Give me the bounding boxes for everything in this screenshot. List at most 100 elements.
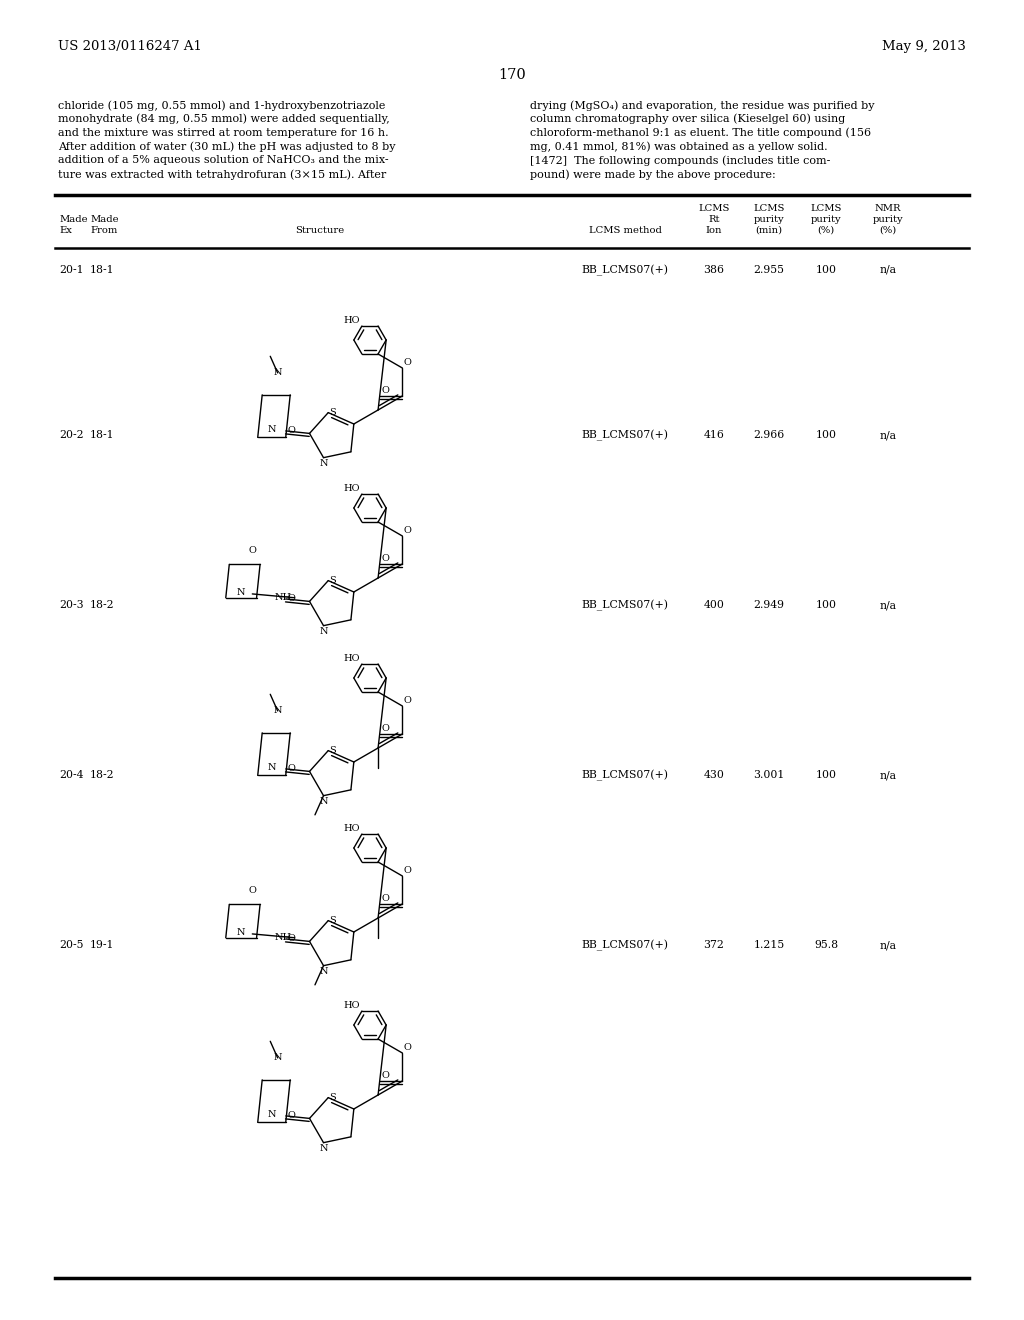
Text: N: N: [237, 589, 246, 597]
Text: N: N: [319, 797, 328, 805]
Text: HO: HO: [343, 653, 359, 663]
Text: US 2013/0116247 A1: US 2013/0116247 A1: [58, 40, 202, 53]
Text: N: N: [267, 425, 276, 434]
Text: Ex: Ex: [59, 226, 72, 235]
Text: 430: 430: [703, 770, 724, 780]
Text: N: N: [273, 706, 282, 715]
Text: N: N: [319, 627, 328, 636]
Text: BB_LCMS07(+): BB_LCMS07(+): [582, 430, 669, 441]
Text: O: O: [249, 546, 256, 556]
Text: May 9, 2013: May 9, 2013: [882, 40, 966, 53]
Text: LCMS: LCMS: [754, 205, 784, 213]
Text: 386: 386: [703, 265, 725, 275]
Text: O: O: [403, 525, 412, 535]
Text: N: N: [273, 368, 282, 378]
Text: N: N: [319, 458, 328, 467]
Text: BB_LCMS07(+): BB_LCMS07(+): [582, 601, 669, 611]
Text: 100: 100: [815, 265, 837, 275]
Text: n/a: n/a: [880, 770, 896, 780]
Text: 20-2: 20-2: [59, 430, 84, 440]
Text: LCMS: LCMS: [810, 205, 842, 213]
Text: After addition of water (30 mL) the pH was adjusted to 8 by: After addition of water (30 mL) the pH w…: [58, 141, 395, 152]
Text: O: O: [382, 1071, 390, 1080]
Text: BB_LCMS07(+): BB_LCMS07(+): [582, 940, 669, 952]
Text: 416: 416: [703, 430, 724, 440]
Text: (%): (%): [880, 226, 897, 235]
Text: S: S: [330, 408, 336, 417]
Text: S: S: [330, 576, 336, 585]
Text: HO: HO: [343, 1001, 359, 1010]
Text: Rt: Rt: [709, 215, 720, 224]
Text: n/a: n/a: [880, 430, 896, 440]
Text: O: O: [288, 935, 296, 944]
Text: 372: 372: [703, 940, 724, 950]
Text: monohydrate (84 mg, 0.55 mmol) were added sequentially,: monohydrate (84 mg, 0.55 mmol) were adde…: [58, 114, 390, 124]
Text: chloroform-methanol 9:1 as eluent. The title compound (156: chloroform-methanol 9:1 as eluent. The t…: [530, 128, 871, 139]
Text: S: S: [330, 746, 336, 755]
Text: 20-3: 20-3: [59, 601, 84, 610]
Text: O: O: [288, 764, 296, 774]
Text: pound) were made by the above procedure:: pound) were made by the above procedure:: [530, 169, 776, 180]
Text: 18-2: 18-2: [90, 601, 115, 610]
Text: N: N: [267, 763, 276, 772]
Text: [1472]  The following compounds (includes title com-: [1472] The following compounds (includes…: [530, 156, 830, 166]
Text: 2.966: 2.966: [754, 430, 784, 440]
Text: (min): (min): [756, 226, 782, 235]
Text: column chromatography over silica (Kieselgel 60) using: column chromatography over silica (Kiese…: [530, 114, 845, 124]
Text: Structure: Structure: [295, 226, 345, 235]
Text: 400: 400: [703, 601, 724, 610]
Text: 3.001: 3.001: [754, 770, 784, 780]
Text: n/a: n/a: [880, 265, 896, 275]
Text: purity: purity: [811, 215, 842, 224]
Text: O: O: [288, 426, 296, 436]
Text: O: O: [249, 887, 256, 895]
Text: and the mixture was stirred at room temperature for 16 h.: and the mixture was stirred at room temp…: [58, 128, 389, 137]
Text: HO: HO: [343, 315, 359, 325]
Text: BB_LCMS07(+): BB_LCMS07(+): [582, 265, 669, 276]
Text: chloride (105 mg, 0.55 mmol) and 1-hydroxybenzotriazole: chloride (105 mg, 0.55 mmol) and 1-hydro…: [58, 100, 385, 111]
Text: O: O: [403, 358, 412, 367]
Text: O: O: [382, 554, 390, 564]
Text: Made: Made: [59, 215, 88, 224]
Text: 18-1: 18-1: [90, 265, 115, 275]
Text: 2.955: 2.955: [754, 265, 784, 275]
Text: Made: Made: [90, 215, 119, 224]
Text: NH: NH: [274, 933, 292, 942]
Text: O: O: [403, 696, 412, 705]
Text: 2.949: 2.949: [754, 601, 784, 610]
Text: O: O: [382, 894, 390, 903]
Text: 95.8: 95.8: [814, 940, 838, 950]
Text: O: O: [288, 1111, 296, 1121]
Text: 18-2: 18-2: [90, 770, 115, 780]
Text: BB_LCMS07(+): BB_LCMS07(+): [582, 770, 669, 781]
Text: Ion: Ion: [706, 226, 722, 235]
Text: O: O: [382, 385, 390, 395]
Text: N: N: [319, 966, 328, 975]
Text: 19-1: 19-1: [90, 940, 115, 950]
Text: 18-1: 18-1: [90, 430, 115, 440]
Text: 1.215: 1.215: [754, 940, 784, 950]
Text: n/a: n/a: [880, 601, 896, 610]
Text: S: S: [330, 916, 336, 925]
Text: 100: 100: [815, 430, 837, 440]
Text: n/a: n/a: [880, 940, 896, 950]
Text: 100: 100: [815, 601, 837, 610]
Text: LCMS: LCMS: [698, 205, 730, 213]
Text: N: N: [273, 1053, 282, 1063]
Text: NMR: NMR: [874, 205, 901, 213]
Text: drying (MgSO₄) and evaporation, the residue was purified by: drying (MgSO₄) and evaporation, the resi…: [530, 100, 874, 111]
Text: mg, 0.41 mmol, 81%) was obtained as a yellow solid.: mg, 0.41 mmol, 81%) was obtained as a ye…: [530, 141, 827, 152]
Text: ture was extracted with tetrahydrofuran (3×15 mL). After: ture was extracted with tetrahydrofuran …: [58, 169, 386, 180]
Text: N: N: [319, 1143, 328, 1152]
Text: O: O: [403, 866, 412, 875]
Text: O: O: [382, 723, 390, 733]
Text: addition of a 5% aqueous solution of NaHCO₃ and the mix-: addition of a 5% aqueous solution of NaH…: [58, 156, 389, 165]
Text: 20-4: 20-4: [59, 770, 84, 780]
Text: purity: purity: [754, 215, 784, 224]
Text: From: From: [90, 226, 118, 235]
Text: purity: purity: [872, 215, 903, 224]
Text: S: S: [330, 1093, 336, 1102]
Text: HO: HO: [343, 824, 359, 833]
Text: O: O: [288, 594, 296, 603]
Text: 170: 170: [498, 69, 526, 82]
